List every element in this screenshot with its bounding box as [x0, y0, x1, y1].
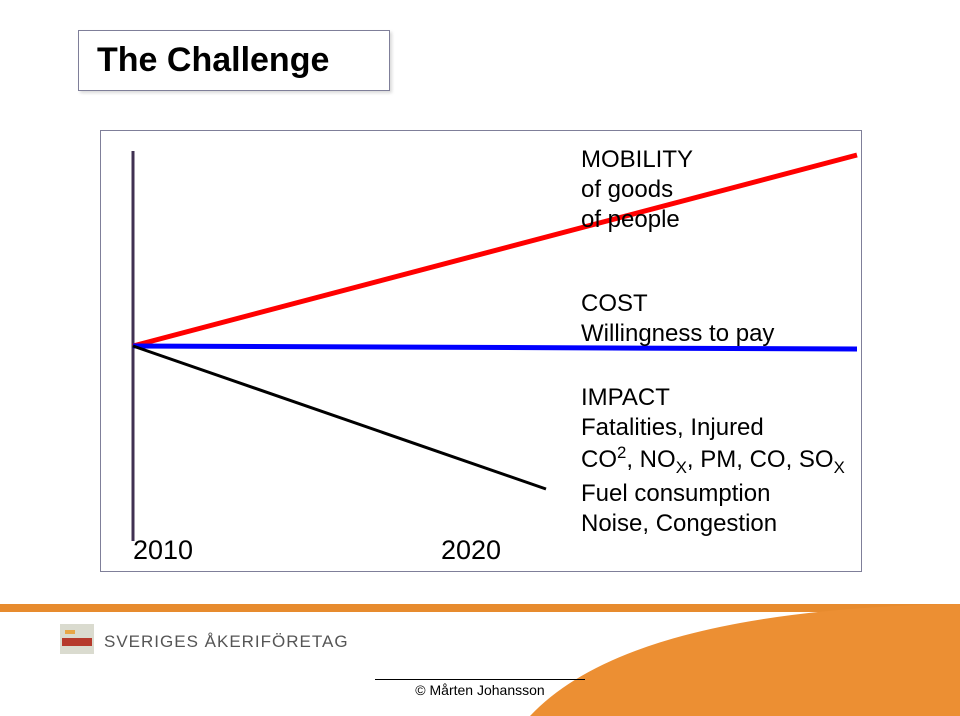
year-end: 2020 — [441, 535, 501, 566]
logo-icon — [60, 624, 94, 659]
footer-logo: SVERIGES ÅKERIFÖRETAG — [60, 624, 349, 659]
footer-curve — [530, 604, 960, 716]
label-impact-l1: Fatalities, Injured — [581, 414, 764, 441]
label-mobility-l1: of goods — [581, 176, 673, 203]
label-cost-title: COST — [581, 290, 648, 317]
footer-credit: © Mårten Johansson — [0, 679, 960, 698]
label-cost: COST Willingness to pay — [581, 289, 774, 349]
label-impact-l2: CO2, NOX, PM, CO, SOX — [581, 446, 845, 473]
footer-curve-path — [530, 604, 960, 716]
label-impact-title: IMPACT — [581, 384, 670, 411]
logo-text: SVERIGES ÅKERIFÖRETAG — [104, 632, 349, 652]
line-impact — [133, 346, 546, 489]
label-impact: IMPACT Fatalities, Injured CO2, NOX, PM,… — [581, 383, 845, 539]
label-mobility-l2: of people — [581, 206, 680, 233]
chart-area: MOBILITY of goods of people COST Willing… — [100, 130, 862, 572]
label-impact-l4: Noise, Congestion — [581, 510, 777, 537]
page-title: The Challenge — [97, 41, 329, 80]
label-mobility-title: MOBILITY — [581, 146, 693, 173]
label-cost-l1: Willingness to pay — [581, 320, 774, 347]
label-mobility: MOBILITY of goods of people — [581, 145, 693, 235]
credit-text: © Mårten Johansson — [375, 679, 584, 698]
title-box: The Challenge — [78, 30, 390, 91]
label-impact-l3: Fuel consumption — [581, 480, 770, 507]
year-start: 2010 — [133, 535, 193, 566]
